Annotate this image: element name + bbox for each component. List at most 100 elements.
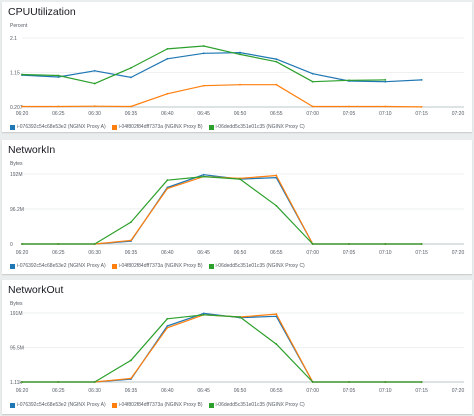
data-point: [166, 326, 169, 329]
x-tick-label: 06:35: [125, 111, 138, 117]
data-point: [275, 204, 278, 207]
legend-item[interactable]: i-076392c54c68e53e2 (NGINX Proxy A): [10, 263, 106, 269]
x-tick-label: 06:25: [52, 388, 65, 394]
y-axis-unit: Bytes: [10, 301, 23, 307]
legend-swatch: [10, 263, 15, 269]
data-point: [202, 313, 205, 316]
x-tick-label: 06:55: [270, 388, 283, 394]
legend-item[interactable]: i-06dedd5c351e01c35 (NGINX Proxy C): [208, 124, 305, 130]
legend: i-076392c54c68e53e2 (NGINX Proxy A) i-04f…: [10, 262, 305, 270]
data-point: [166, 92, 169, 95]
data-point: [311, 80, 314, 83]
cpu-utilization-panel: CPUUtilization Percent 2.1 1.15 0.207 06:20…: [2, 2, 472, 132]
x-tick-label: 07:00: [306, 250, 319, 256]
data-point: [384, 105, 387, 108]
data-point: [239, 316, 241, 318]
legend-item[interactable]: i-04f802f84dff7373a (NGINX Proxy B): [111, 402, 203, 408]
x-tick-label: 07:15: [415, 250, 428, 256]
legend-label: i-04f802f84dff7373a (NGINX Proxy B): [118, 402, 203, 408]
data-point: [130, 377, 132, 380]
series-line: [22, 313, 422, 383]
network-out-panel: NetworkOut Bytes 191M 95.5M 1.11k 06:20 06:2…: [2, 280, 472, 414]
x-tick-label: 06:30: [88, 388, 101, 394]
legend-item[interactable]: i-04f802f84dff7373a (NGINX Proxy B): [111, 124, 203, 130]
x-tick-label: 06:50: [234, 250, 247, 256]
x-tick-label: 06:40: [161, 388, 174, 394]
legend-item[interactable]: i-04f802f84dff7373a (NGINX Proxy B): [111, 263, 203, 269]
data-point: [311, 243, 314, 245]
legend-label: i-076392c54c68e53e2 (NGINX Proxy A): [17, 263, 106, 269]
y-tick-label: 1.15: [10, 71, 20, 77]
network-in-panel: NetworkIn Bytes 192M 96.2M 0 06:20 06:25 06:3…: [2, 140, 472, 274]
data-point: [57, 105, 60, 108]
series-line: [22, 174, 422, 245]
legend-swatch: [10, 124, 15, 130]
data-point: [166, 179, 169, 182]
legend-item[interactable]: i-06dedd5c351e01c35 (NGINX Proxy C): [208, 402, 305, 408]
data-point: [311, 105, 314, 108]
data-point: [130, 105, 132, 108]
data-point: [275, 60, 278, 63]
x-tick-label: 07:05: [343, 111, 356, 117]
data-point: [93, 243, 96, 245]
panel-title: CPUUtilization: [8, 6, 76, 18]
data-point: [166, 48, 169, 50]
legend-swatch: [208, 402, 214, 408]
data-point: [166, 57, 169, 60]
x-tick-label: 06:35: [125, 250, 138, 256]
legend: i-076392c54c68e53e2 (NGINX Proxy A) i-04f…: [10, 123, 305, 131]
x-tick-label: 06:30: [88, 250, 101, 256]
data-point: [275, 174, 278, 177]
data-point: [420, 243, 423, 245]
series-line: [21, 51, 422, 83]
legend-swatch: [111, 402, 117, 408]
y-tick-label: 1.11k: [10, 380, 22, 386]
data-point: [420, 79, 423, 81]
legend-swatch: [10, 402, 15, 408]
x-tick-label: 06:40: [161, 250, 174, 256]
data-point: [275, 313, 278, 315]
y-tick-label: 2.1: [10, 36, 17, 42]
x-tick-label: 07:10: [379, 250, 392, 256]
x-tick-label: 06:20: [16, 250, 29, 256]
x-tick-label: 06:45: [197, 250, 210, 256]
y-tick-label: 96.2M: [10, 207, 24, 213]
data-point: [21, 105, 23, 108]
legend-label: i-06dedd5c351e01c35 (NGINX Proxy C): [215, 402, 305, 408]
data-point: [57, 243, 60, 245]
data-point: [239, 83, 241, 86]
y-axis-unit: Bytes: [10, 161, 23, 167]
x-tick-label: 07:20: [452, 111, 465, 117]
legend-item[interactable]: i-076392c54c68e53e2 (NGINX Proxy A): [10, 124, 106, 130]
data-point: [275, 58, 278, 61]
legend-item[interactable]: i-076392c54c68e53e2 (NGINX Proxy A): [10, 402, 106, 408]
data-point: [93, 82, 96, 85]
data-point: [275, 83, 278, 86]
x-tick-label: 07:15: [415, 388, 428, 394]
data-point: [202, 45, 205, 47]
panel-title: NetworkIn: [8, 144, 56, 156]
data-point: [384, 381, 387, 383]
series-line: [22, 314, 422, 383]
chart-svg: 192M 96.2M 006:20 06:25 06:30 06:35 06:40 06:45…: [10, 172, 464, 256]
legend-item[interactable]: i-06dedd5c351e01c35 (NGINX Proxy C): [208, 263, 305, 269]
series-line: [22, 175, 422, 245]
legend-label: i-04f802f84dff7373a (NGINX Proxy B): [118, 124, 203, 130]
data-point: [348, 79, 350, 82]
legend: i-076392c54c68e53e2 (NGINX Proxy A) i-04f…: [10, 401, 305, 409]
data-point: [384, 80, 387, 83]
data-point: [239, 51, 241, 54]
chart-svg: 191M 95.5M 1.11k 06:20 06:25 06:30 06:35 06:40 0…: [10, 311, 464, 394]
x-tick-label: 07:00: [306, 388, 319, 394]
data-point: [384, 243, 387, 245]
data-point: [57, 381, 60, 383]
legend-label: i-06dedd5c351e01c35 (NGINX Proxy C): [215, 263, 305, 269]
data-point: [202, 84, 205, 87]
legend-swatch: [111, 124, 117, 130]
legend-swatch: [208, 124, 214, 130]
x-tick-label: 06:20: [16, 111, 29, 117]
data-point: [202, 175, 205, 178]
x-tick-label: 07:05: [343, 388, 356, 394]
y-tick-label: 192M: [10, 172, 23, 178]
data-point: [130, 359, 132, 362]
